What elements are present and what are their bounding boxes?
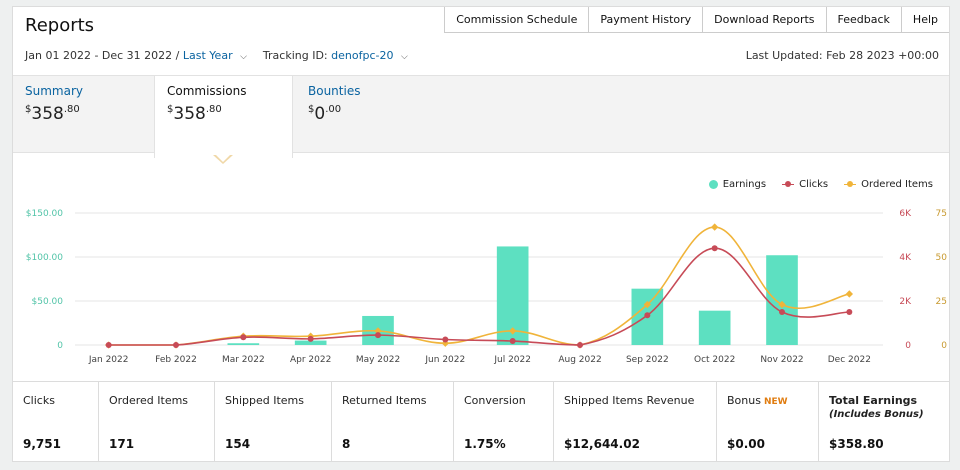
date-range-selector[interactable]: Jan 01 2022 - Dec 31 2022 / Last Year ⌵: [25, 49, 247, 62]
stat-ordered-items: Ordered Items 171: [99, 382, 215, 462]
stat-shipped-revenue: Shipped Items Revenue $12,644.02: [554, 382, 717, 462]
stat-bonus: Bonus NEW $0.00: [717, 382, 819, 462]
y-right-orders-tick-label: 0: [941, 341, 947, 351]
chevron-down-icon: ⌵: [400, 52, 408, 62]
clicks-point: [240, 334, 247, 341]
x-tick-label: Feb 2022: [155, 355, 197, 365]
x-tick-label: Oct 2022: [694, 355, 735, 365]
earnings-chart: 0 0 0 $50.00 2K 25 $100.00 4K 50 $150.00 6K 75 Jan 2…: [26, 209, 948, 365]
tab-commissions-label: Commissions: [167, 84, 247, 98]
y-right-clicks-tick-label: 0: [905, 341, 911, 351]
stat-shipped-items: Shipped Items 154: [215, 382, 332, 462]
y-right-orders-tick-label: 75: [936, 209, 947, 219]
clicks-point: [105, 342, 112, 348]
x-tick-label: Mar 2022: [222, 355, 265, 365]
ordered-items-series-line: [108, 226, 850, 346]
y-right-clicks-tick-label: 4K: [899, 253, 912, 263]
stat-conversion: Conversion 1.75%: [454, 382, 554, 462]
clicks-point: [307, 335, 314, 342]
stats-bar: Clicks 9,751 Ordered Items 171 Shipped Ite…: [13, 381, 949, 462]
tracking-id-value: denofpc-20: [331, 49, 394, 62]
y-right-clicks-tick-label: 2K: [899, 297, 912, 307]
y-right-orders-tick-label: 50: [936, 253, 948, 263]
clicks-point: [509, 338, 516, 345]
earnings-bar: [294, 340, 327, 345]
clicks-point: [644, 312, 651, 319]
y-left-tick-label: $100.00: [26, 253, 63, 263]
clicks-series-line: [108, 247, 850, 346]
earnings-swatch-icon: [708, 180, 718, 189]
legend-clicks[interactable]: Clicks: [782, 179, 828, 190]
tab-commissions-amount: $358.80: [167, 104, 222, 124]
clicks-point: [375, 332, 381, 339]
y-left-tick-label: 0: [57, 341, 63, 351]
tab-commissions[interactable]: Commissions $358.80: [154, 76, 293, 158]
tracking-label: Tracking ID:: [262, 49, 328, 62]
page-title: Reports: [25, 15, 95, 36]
commission-schedule-link[interactable]: Commission Schedule: [444, 7, 589, 33]
tab-bounties[interactable]: Bounties $0.00: [296, 76, 437, 154]
ordered-items-point: [778, 300, 786, 309]
earnings-bar: [698, 310, 731, 345]
x-tick-label: Jun 2022: [424, 355, 465, 365]
y-right-clicks-tick-label: 6K: [899, 209, 912, 219]
clicks-point: [442, 336, 449, 343]
tracking-id-selector[interactable]: Tracking ID: denofpc-20 ⌵: [263, 49, 408, 62]
feedback-link[interactable]: Feedback: [825, 7, 901, 33]
x-tick-label: Jan 2022: [88, 355, 129, 365]
y-left-tick-label: $50.00: [32, 297, 64, 307]
clicks-swatch-icon: [782, 180, 795, 189]
ordered-items-swatch-icon: [844, 180, 857, 189]
tab-summary-amount: $358.80: [25, 104, 80, 124]
legend-earnings[interactable]: Earnings: [708, 179, 766, 190]
stat-returned-items: Returned Items 8: [332, 382, 454, 462]
stat-total-earnings: Total Earnings (Includes Bonus) $358.80: [829, 394, 924, 451]
earnings-bar: [227, 343, 260, 345]
chart-legend: Earnings Clicks Ordered Items: [693, 179, 933, 190]
ordered-items-point: [643, 300, 652, 309]
clicks-point: [846, 309, 853, 315]
clicks-point: [173, 342, 179, 348]
legend-ordered-items[interactable]: Ordered Items: [844, 179, 933, 190]
last-updated: Last Updated: Feb 28 2023 +00:00: [745, 49, 939, 62]
ordered-items-point: [845, 290, 854, 298]
new-badge: NEW: [763, 397, 788, 407]
active-tab-pointer: [213, 154, 233, 164]
filter-bar: Jan 01 2022 - Dec 31 2022 / Last Year ⌵ …: [25, 49, 408, 62]
date-range-text: Jan 01 2022 - Dec 31 2022 /: [25, 49, 180, 62]
y-left-tick-label: $150.00: [26, 209, 63, 219]
x-tick-label: Nov 2022: [760, 355, 803, 365]
x-tick-label: Sep 2022: [626, 355, 669, 365]
x-tick-label: Apr 2022: [290, 355, 331, 365]
clicks-point: [779, 309, 785, 315]
payment-history-link[interactable]: Payment History: [588, 7, 703, 33]
clicks-point: [577, 342, 583, 348]
download-reports-link[interactable]: Download Reports: [702, 7, 826, 33]
x-tick-label: Dec 2022: [828, 355, 871, 365]
y-right-orders-tick-label: 25: [936, 297, 947, 307]
tab-bounties-amount: $0.00: [308, 104, 342, 124]
reports-panel: Reports Commission Schedule Payment Hist…: [12, 6, 950, 462]
x-tick-label: May 2022: [356, 355, 400, 365]
stat-clicks: Clicks 9,751: [13, 382, 99, 462]
x-tick-label: Aug 2022: [558, 355, 601, 365]
chevron-down-icon: ⌵: [240, 52, 247, 62]
summary-tabs: Summary $358.80 Commissions $358.80 Boun…: [13, 75, 949, 158]
clicks-point: [711, 245, 718, 252]
period-label: Last Year: [182, 49, 233, 62]
tab-summary-label: Summary: [25, 84, 83, 98]
top-links: Commission Schedule Payment History Down…: [444, 7, 949, 33]
tab-summary[interactable]: Summary $358.80: [13, 76, 154, 154]
tab-bounties-label: Bounties: [308, 84, 361, 98]
x-tick-label: Jul 2022: [493, 355, 531, 365]
help-link[interactable]: Help: [900, 7, 949, 33]
ordered-items-point: [710, 223, 719, 231]
earnings-bar: [766, 255, 798, 345]
